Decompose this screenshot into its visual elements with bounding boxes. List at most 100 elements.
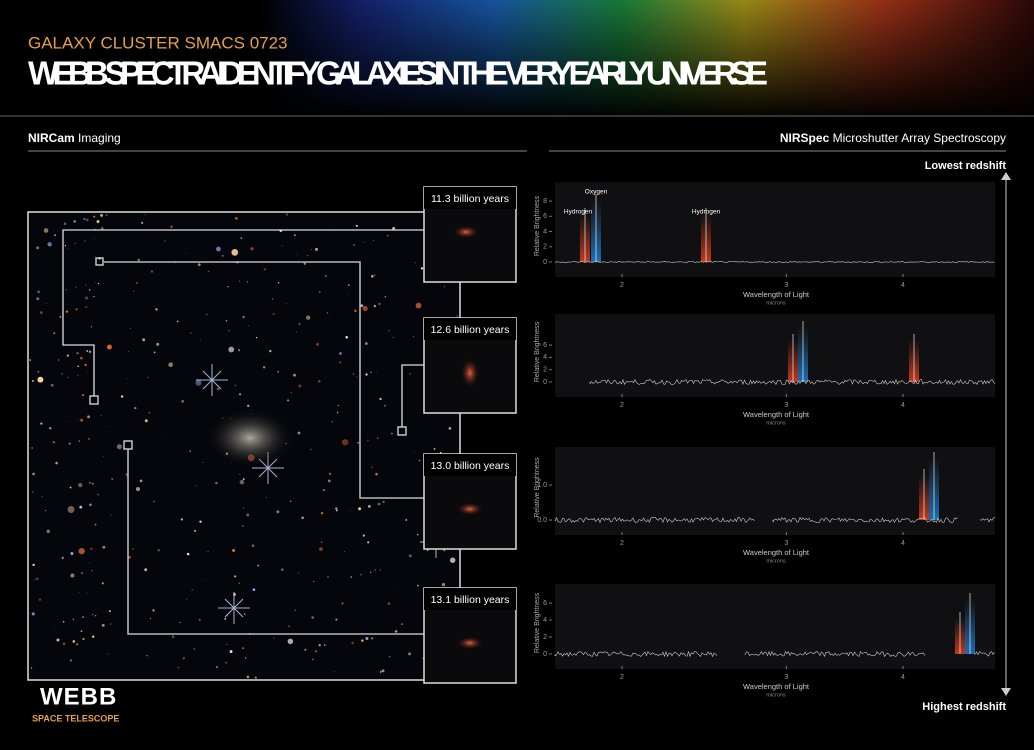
inset-galaxy <box>452 225 480 239</box>
star <box>293 234 296 237</box>
star <box>234 575 237 578</box>
star <box>417 584 419 587</box>
star <box>35 623 37 625</box>
star <box>93 296 95 298</box>
y-tick-label: 4 <box>543 354 547 361</box>
star <box>102 545 106 549</box>
y-axis-label: Relative Brightness <box>534 321 541 382</box>
x-tick-label: 2 <box>620 282 624 289</box>
star <box>238 582 241 585</box>
star <box>75 308 78 311</box>
star <box>446 296 448 297</box>
star <box>111 478 114 480</box>
star <box>311 616 314 619</box>
star <box>297 431 301 435</box>
star <box>377 502 381 506</box>
star <box>305 315 311 320</box>
star <box>92 614 94 616</box>
logo-name: WEBB <box>40 683 117 710</box>
x-tick-label: 3 <box>784 282 788 289</box>
x-tick-label: 2 <box>620 540 624 547</box>
star <box>215 665 219 669</box>
star <box>358 507 362 511</box>
star <box>316 342 320 346</box>
star <box>85 296 88 300</box>
star <box>414 451 415 453</box>
star <box>82 616 84 618</box>
star <box>177 666 180 669</box>
star <box>54 234 56 237</box>
star <box>216 387 220 391</box>
star <box>62 642 66 646</box>
star <box>335 618 338 621</box>
star <box>53 332 56 335</box>
star <box>369 571 372 574</box>
x-axis-unit: microns <box>766 558 786 564</box>
star <box>348 284 350 286</box>
right-header: NIRSpec Microshutter Array Spectroscopy <box>780 131 1006 145</box>
star <box>285 213 289 216</box>
star <box>128 555 132 559</box>
star <box>31 447 33 449</box>
star <box>74 242 76 244</box>
star <box>414 262 416 264</box>
star <box>247 404 250 408</box>
inset-label: 13.0 billion years <box>431 460 510 472</box>
star <box>441 583 446 587</box>
star <box>139 479 143 483</box>
star <box>207 270 210 273</box>
star <box>81 572 83 574</box>
star <box>186 552 190 556</box>
star <box>231 249 239 256</box>
star <box>61 556 64 559</box>
star <box>144 419 148 423</box>
star <box>80 630 83 633</box>
star <box>36 297 40 301</box>
star <box>390 432 393 435</box>
star <box>62 621 65 623</box>
star <box>354 309 357 313</box>
star <box>320 512 324 515</box>
star <box>345 335 348 339</box>
x-tick-label: 3 <box>784 402 788 409</box>
star <box>100 415 102 416</box>
y-tick-label: 2 <box>543 244 547 251</box>
y-tick-label: 4 <box>543 617 547 624</box>
star <box>382 500 385 503</box>
spectrum-trace <box>772 516 958 523</box>
star <box>240 237 243 240</box>
x-axis-label: Wavelength of Light <box>743 682 810 691</box>
inset-galaxy <box>456 502 484 516</box>
star <box>243 613 246 615</box>
star <box>228 330 230 332</box>
star <box>170 225 173 228</box>
star <box>353 244 355 246</box>
star <box>379 671 382 673</box>
star <box>31 612 35 616</box>
star <box>392 337 394 338</box>
star <box>101 623 105 627</box>
star <box>64 245 67 247</box>
star <box>373 305 376 308</box>
star <box>63 222 67 226</box>
star <box>95 282 96 283</box>
star <box>83 217 86 221</box>
diffraction-spike <box>196 364 228 396</box>
star <box>190 332 192 334</box>
star <box>193 529 197 532</box>
star <box>364 621 366 622</box>
star <box>37 376 44 383</box>
star <box>336 509 338 512</box>
star <box>94 523 97 526</box>
star <box>68 442 71 445</box>
star <box>78 591 80 593</box>
star <box>37 370 40 373</box>
star <box>197 263 201 267</box>
inset-label-bg <box>424 454 516 476</box>
star <box>433 448 436 450</box>
star <box>202 462 204 464</box>
y-tick-label: 8 <box>543 198 547 205</box>
star <box>52 440 55 444</box>
star <box>193 647 196 650</box>
